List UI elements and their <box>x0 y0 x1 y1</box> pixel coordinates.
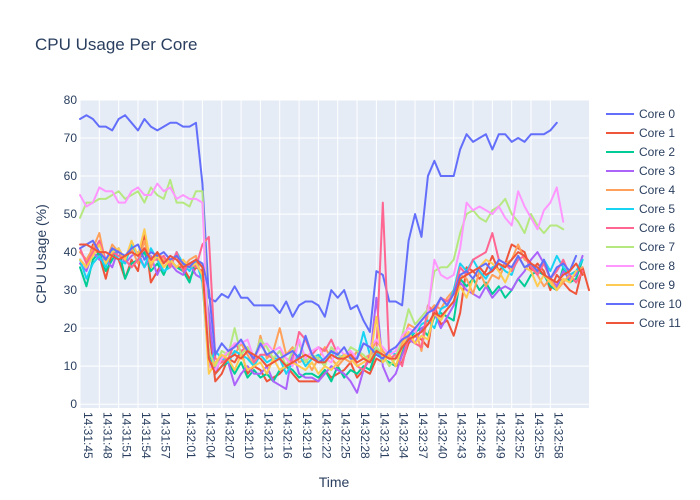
legend-item-core-11[interactable]: Core 11 <box>606 316 681 330</box>
x-axis-title: Time <box>319 474 350 490</box>
series-line-core-4[interactable] <box>79 232 584 371</box>
legend-label: Core 5 <box>639 202 675 216</box>
x-tick-label: 14:32:31 <box>377 412 391 459</box>
x-tick-label: 14:31:51 <box>120 412 134 459</box>
legend[interactable]: Core 0 Core 1 Core 2 Core 3 Core 4 Core 5 Core… <box>606 107 682 330</box>
legend-label: Core 0 <box>639 107 675 121</box>
legend-label: Core 3 <box>639 164 675 178</box>
x-tick-label: 14:32:01 <box>184 412 198 459</box>
x-tick-label: 14:32:58 <box>551 412 565 459</box>
x-tick-label: 14:32:46 <box>474 412 488 459</box>
chart-title: CPU Usage Per Core <box>35 35 198 54</box>
x-tick-label: 14:32:04 <box>203 412 217 459</box>
legend-item-core-10[interactable]: Core 10 <box>606 297 682 311</box>
y-axis: 0 10 20 30 40 50 60 70 80 <box>64 93 78 411</box>
legend-item-core-2[interactable]: Core 2 <box>606 145 675 159</box>
x-tick-label: 14:32:55 <box>532 412 546 459</box>
y-tick-label: 60 <box>64 169 78 183</box>
y-tick-label: 30 <box>64 283 78 297</box>
x-tick-label: 14:32:52 <box>513 412 527 459</box>
x-axis: 14:31:45 14:31:48 14:31:51 14:31:54 14:31:57… <box>81 412 565 459</box>
series-line-core-8[interactable] <box>79 182 565 371</box>
x-tick-label: 14:31:54 <box>139 412 153 459</box>
legend-label: Core 9 <box>639 278 675 292</box>
x-tick-label: 14:31:48 <box>100 412 114 459</box>
y-tick-label: 20 <box>64 321 78 335</box>
legend-item-core-0[interactable]: Core 0 <box>606 107 675 121</box>
y-axis-title: CPU Usage (%) <box>33 204 49 304</box>
y-tick-label: 50 <box>64 207 78 221</box>
y-tick-label: 10 <box>64 359 78 373</box>
legend-label: Core 6 <box>639 221 675 235</box>
legend-label: Core 1 <box>639 126 675 140</box>
x-tick-label: 14:32:28 <box>358 412 372 459</box>
legend-item-core-7[interactable]: Core 7 <box>606 240 675 254</box>
x-tick-label: 14:32:40 <box>435 412 449 459</box>
legend-item-core-5[interactable]: Core 5 <box>606 202 675 216</box>
legend-label: Core 2 <box>639 145 675 159</box>
series-lines <box>79 114 590 394</box>
legend-label: Core 7 <box>639 240 675 254</box>
x-tick-label: 14:31:57 <box>158 412 172 459</box>
x-tick-label: 14:32:49 <box>493 412 507 459</box>
x-tick-label: 14:32:16 <box>281 412 295 459</box>
x-tick-label: 14:32:37 <box>416 412 430 459</box>
series-line-core-11[interactable] <box>79 243 584 375</box>
y-tick-label: 80 <box>64 93 78 107</box>
legend-label: Core 4 <box>639 183 675 197</box>
y-tick-label: 0 <box>70 397 77 411</box>
legend-item-core-1[interactable]: Core 1 <box>606 126 675 140</box>
x-tick-label: 14:32:19 <box>300 412 314 459</box>
legend-item-core-8[interactable]: Core 8 <box>606 259 675 273</box>
legend-item-core-9[interactable]: Core 9 <box>606 278 675 292</box>
legend-label: Core 10 <box>639 297 682 311</box>
x-tick-label: 14:32:13 <box>261 412 275 459</box>
y-tick-label: 70 <box>64 131 78 145</box>
legend-label: Core 11 <box>639 316 681 330</box>
x-tick-label: 14:32:34 <box>397 412 411 459</box>
series-line-core-2[interactable] <box>79 247 584 383</box>
x-tick-label: 14:32:25 <box>339 412 353 459</box>
x-tick-label: 14:32:07 <box>223 412 237 459</box>
series-line-core-9[interactable] <box>79 228 578 375</box>
series-line-core-0[interactable] <box>79 114 558 333</box>
x-tick-label: 14:32:43 <box>455 412 469 459</box>
legend-item-core-4[interactable]: Core 4 <box>606 183 675 197</box>
x-tick-label: 14:32:22 <box>319 412 333 459</box>
y-tick-label: 40 <box>64 245 78 259</box>
x-tick-label: 14:32:10 <box>242 412 256 459</box>
legend-item-core-3[interactable]: Core 3 <box>606 164 675 178</box>
legend-item-core-6[interactable]: Core 6 <box>606 221 675 235</box>
x-tick-label: 14:31:45 <box>81 412 95 459</box>
legend-label: Core 8 <box>639 259 675 273</box>
